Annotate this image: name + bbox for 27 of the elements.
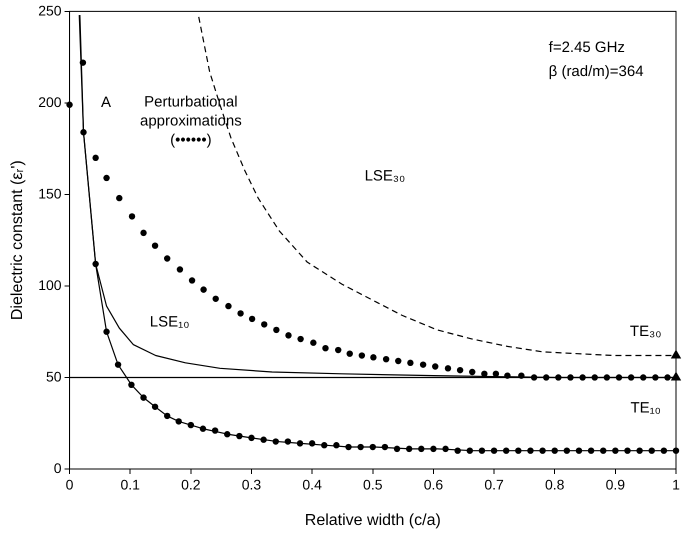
annotation: Perturbational approximations (••••••) [140, 93, 242, 148]
x-tick-label: 0.2 [181, 476, 201, 492]
x-tick-label: 0.3 [242, 476, 262, 492]
annotation: A [100, 94, 111, 112]
x-tick-label: 0.7 [484, 476, 504, 492]
annotation: LSE₃₀ [364, 167, 406, 184]
y-tick-label: 250 [38, 2, 62, 18]
annotation: f=2.45 GHz [548, 39, 625, 56]
x-tick-label: 0.5 [363, 476, 383, 492]
y-tick-label: 200 [38, 94, 62, 110]
x-tick-label: 0 [66, 476, 74, 492]
annotation: TE₃₀ [630, 322, 662, 340]
x-tick-label: 0.4 [302, 476, 322, 492]
x-tick-label: 0.9 [606, 476, 626, 492]
y-tick-label: 100 [38, 276, 62, 293]
y-tick-label: 0 [54, 460, 62, 476]
y-axis-title: Dielectric constant (εᵣ') [9, 160, 26, 320]
annotation: LSE₁₀ [150, 314, 190, 331]
x-tick-label: 0.1 [120, 476, 140, 492]
y-tick-label: 50 [46, 368, 62, 384]
annotation: TE₁₀ [630, 400, 661, 417]
x-axis-title: Relative width (c/a) [304, 512, 441, 529]
x-tick-label: 0.8 [544, 476, 565, 492]
y-tick-label: 150 [38, 185, 62, 202]
x-tick-label: 1 [672, 476, 680, 492]
annotation: β (rad/m)=364 [548, 62, 644, 80]
x-tick-label: 0.6 [424, 476, 444, 492]
